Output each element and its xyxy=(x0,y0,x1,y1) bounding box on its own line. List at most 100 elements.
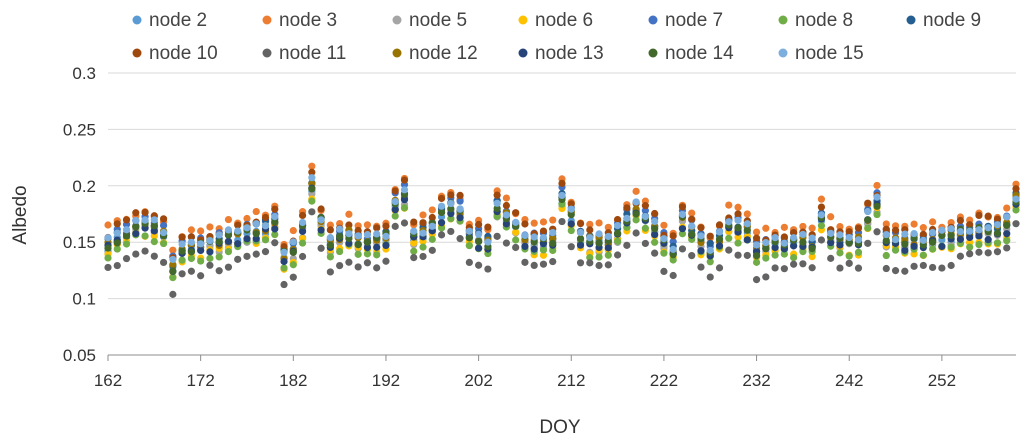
data-point xyxy=(437,202,446,210)
data-point xyxy=(224,226,233,234)
data-point xyxy=(150,238,158,246)
data-point xyxy=(910,220,918,228)
data-point xyxy=(688,230,696,238)
data-point xyxy=(150,222,158,230)
data-point xyxy=(447,199,455,208)
data-point xyxy=(159,239,168,248)
data-point xyxy=(623,204,631,212)
legend-label: node 11 xyxy=(279,43,346,64)
data-point xyxy=(743,220,751,228)
data-point xyxy=(882,230,890,239)
data-point xyxy=(827,213,835,221)
data-point xyxy=(456,197,464,205)
data-point xyxy=(576,241,585,249)
data-point xyxy=(678,225,687,233)
data-point xyxy=(956,235,965,243)
data-point xyxy=(419,243,427,251)
data-point xyxy=(382,232,390,240)
legend-label: node 14 xyxy=(665,43,734,64)
data-point xyxy=(419,219,427,227)
data-point xyxy=(836,231,844,239)
data-point xyxy=(261,213,270,222)
data-point xyxy=(141,208,149,217)
data-point xyxy=(141,247,149,255)
data-point xyxy=(678,203,687,211)
x-tick-label: 162 xyxy=(94,371,122,390)
data-point xyxy=(697,263,705,271)
data-point xyxy=(150,232,158,240)
data-point xyxy=(382,222,390,230)
legend-item: node 14 xyxy=(648,43,734,64)
data-point xyxy=(771,264,779,272)
data-point xyxy=(678,230,687,238)
data-point xyxy=(595,253,603,261)
data-point xyxy=(502,211,511,219)
data-point xyxy=(845,239,853,247)
data-point xyxy=(437,208,446,217)
data-point xyxy=(354,241,362,249)
data-point xyxy=(493,232,501,240)
data-point xyxy=(113,229,121,237)
data-point xyxy=(178,256,186,264)
data-point xyxy=(595,239,603,247)
data-point xyxy=(150,252,158,260)
data-point xyxy=(919,261,927,270)
data-point xyxy=(169,261,177,269)
data-point xyxy=(1003,213,1011,221)
data-point xyxy=(790,260,798,268)
data-point xyxy=(613,221,622,230)
data-point xyxy=(827,229,835,237)
legend-item: node 15 xyxy=(778,43,864,64)
data-point xyxy=(734,210,742,218)
data-point xyxy=(1003,237,1011,245)
data-point xyxy=(289,248,297,256)
y-tick-label: 0.1 xyxy=(72,290,96,309)
data-point xyxy=(336,261,344,270)
data-point xyxy=(734,224,742,232)
data-point xyxy=(104,221,112,229)
data-point xyxy=(428,222,436,230)
data-point xyxy=(882,251,890,260)
data-point xyxy=(660,249,668,257)
data-point xyxy=(437,231,446,239)
data-point xyxy=(966,233,974,242)
data-point xyxy=(845,252,853,260)
data-point xyxy=(289,238,297,246)
data-point xyxy=(706,246,714,254)
data-point xyxy=(669,256,677,264)
data-point xyxy=(197,272,205,280)
data-point xyxy=(743,210,751,218)
data-point xyxy=(104,244,112,252)
data-point xyxy=(447,215,455,223)
data-point xyxy=(641,207,649,215)
data-point xyxy=(808,244,816,253)
data-point xyxy=(586,220,594,228)
data-point xyxy=(234,227,242,235)
data-point xyxy=(836,241,844,249)
legend-item: node 12 xyxy=(392,43,478,64)
data-point xyxy=(465,234,473,242)
legend-item: node 3 xyxy=(262,10,337,31)
data-point xyxy=(641,224,649,232)
data-point xyxy=(632,187,640,195)
data-point xyxy=(799,248,807,256)
data-point xyxy=(132,250,140,258)
data-point xyxy=(613,215,622,224)
data-point xyxy=(419,211,427,219)
data-point xyxy=(132,223,140,231)
data-point xyxy=(159,221,168,229)
data-point xyxy=(169,255,177,264)
data-point xyxy=(817,221,826,230)
data-point xyxy=(382,257,390,265)
data-point xyxy=(549,246,557,255)
data-point xyxy=(252,230,260,238)
data-point xyxy=(363,259,372,267)
data-point xyxy=(549,216,557,224)
data-point xyxy=(715,228,724,236)
data-point xyxy=(187,238,195,246)
data-point xyxy=(715,242,724,250)
data-point xyxy=(224,237,233,245)
data-point xyxy=(604,261,612,269)
legend-marker xyxy=(132,48,142,58)
legend-item: node 13 xyxy=(518,43,604,64)
